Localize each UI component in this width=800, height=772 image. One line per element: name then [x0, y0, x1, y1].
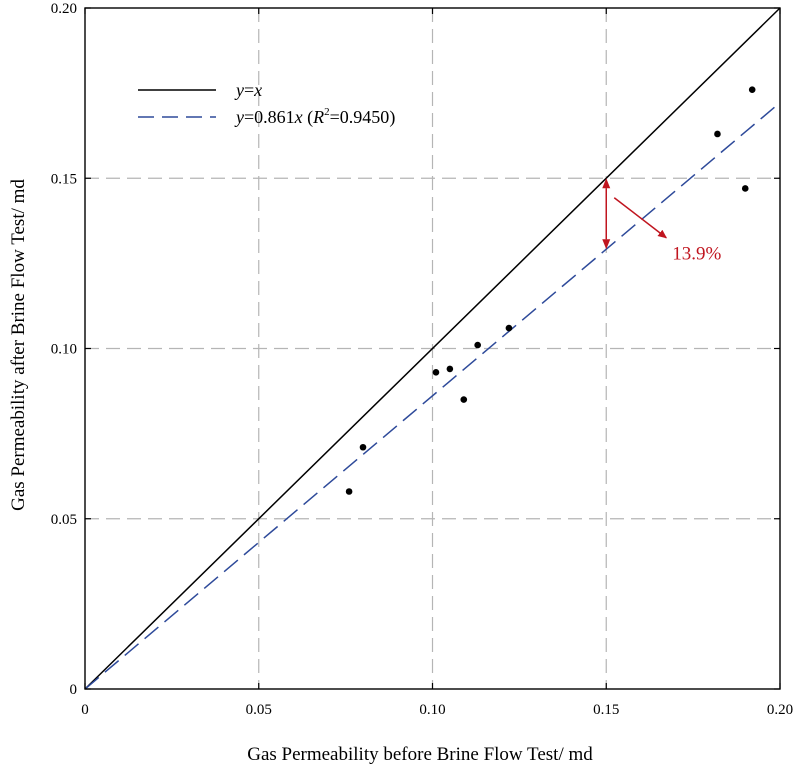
identity-line [84, 7, 781, 690]
data-point [714, 130, 721, 138]
x-axis-title: Gas Permeability before Brine Flow Test/… [247, 744, 593, 765]
annotation-pointer-arrow [613, 197, 668, 239]
annotation-label: 13.9% [672, 244, 721, 265]
legend-fit-close-paren: ) [389, 107, 395, 128]
legend-fit-yvar: y [234, 107, 244, 127]
legend: y=x y=0.861x (R2=0.9450) [138, 80, 395, 128]
legend-fit-r: R [312, 107, 324, 127]
axis-ticks: 0 0.05 0.10 0.15 0.20 0 0.05 0.10 0.15 0.20 [51, 1, 793, 718]
data-point [474, 341, 481, 349]
data-point [748, 86, 756, 94]
y-tick-label: 0.15 [51, 171, 77, 187]
legend-fit-r-value: =0.9450 [330, 107, 390, 127]
legend-yvar: y [234, 80, 244, 100]
legend-fit-open-paren: ( [303, 107, 314, 128]
x-tick-label: 0.15 [593, 702, 619, 718]
x-tick-label: 0.05 [246, 702, 272, 718]
legend-eq: = [244, 80, 254, 100]
data-point [460, 396, 468, 403]
fit-line [84, 102, 781, 690]
y-axis-title: Gas Permeability after Brine Flow Test/ … [8, 179, 29, 511]
y-tick-label: 0.05 [51, 512, 77, 528]
annotation-arrowhead-top [602, 178, 611, 189]
legend-fit-r-sup: 2 [324, 106, 330, 118]
legend-fit-xvar: x [294, 107, 303, 127]
x-tick-label: 0.20 [767, 702, 793, 718]
y-tick-label: 0.20 [51, 1, 77, 17]
data-point [432, 369, 440, 376]
y-tick-label: 0 [70, 682, 78, 698]
y-tick-label: 0.10 [51, 342, 77, 358]
data-point [505, 324, 513, 332]
annotation: 13.9% [602, 178, 722, 265]
fit-lines [84, 7, 781, 690]
data-point [359, 443, 367, 451]
annotation-arrowhead-bottom [602, 239, 611, 250]
legend-fit-eq: =0.861 [244, 107, 295, 127]
legend-label-fit: y=0.861x (R2=0.9450) [234, 106, 395, 128]
data-points [345, 86, 756, 495]
data-point [345, 488, 353, 495]
legend-label-identity: y=x [234, 80, 262, 100]
x-tick-label: 0 [81, 702, 89, 718]
x-tick-label: 0.10 [419, 702, 445, 718]
legend-xvar: x [253, 80, 262, 100]
data-point [741, 185, 749, 192]
data-point [446, 365, 454, 373]
